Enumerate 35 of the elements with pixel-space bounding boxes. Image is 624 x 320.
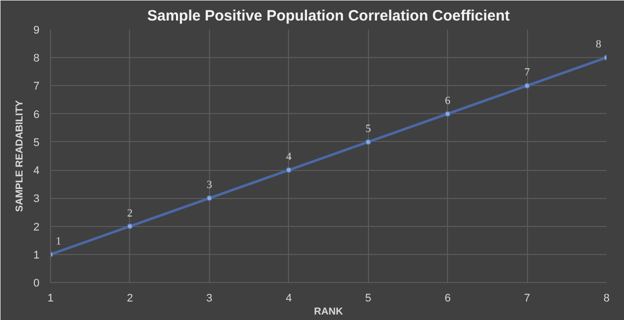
point — [206, 195, 212, 202]
y-tick-label: 2 — [33, 221, 40, 234]
chart-title: Sample Positive Population Correlation Coefficient — [147, 8, 510, 24]
point — [365, 138, 372, 145]
x-tick-label: 7 — [524, 292, 530, 304]
x-tick-label: 3 — [206, 292, 212, 304]
y-tick-label: 4 — [33, 165, 40, 178]
y-tick-label: 1 — [33, 249, 40, 262]
y-tick-label: 0 — [33, 278, 40, 290]
x-tick-label: 8 — [603, 292, 610, 304]
y-tick-label: 8 — [33, 52, 40, 65]
data-label: 1 — [56, 235, 62, 248]
x-tick-label: 2 — [126, 292, 133, 304]
data-label: 3 — [206, 179, 213, 192]
x-tick-label: 4 — [286, 292, 292, 304]
x-tick-label: 1 — [47, 292, 54, 304]
data-label: 7 — [524, 66, 530, 79]
data-label: 2 — [127, 207, 133, 220]
y-tick-label: 3 — [33, 193, 40, 206]
x-tick-label: 5 — [365, 292, 372, 304]
y-tick-label: 5 — [33, 136, 40, 149]
point — [286, 167, 292, 174]
point — [444, 110, 451, 117]
y-tick-label: 6 — [33, 108, 40, 121]
point — [126, 223, 133, 230]
y-tick-label: 9 — [33, 24, 40, 36]
x-axis-title: RANK — [314, 306, 344, 318]
x-tick-label: 6 — [444, 292, 451, 304]
data-label: 5 — [365, 122, 372, 135]
data-label: 8 — [596, 38, 602, 51]
y-tick-label: 7 — [33, 80, 40, 93]
data-label: 4 — [286, 151, 292, 164]
point — [524, 82, 530, 89]
data-label: 6 — [444, 94, 451, 107]
y-axis-title: SAMPLE READABILITY — [14, 100, 26, 212]
